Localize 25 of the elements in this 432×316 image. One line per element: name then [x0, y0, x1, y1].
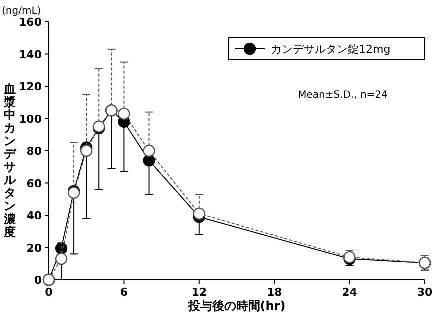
y-tick-label: 0: [34, 274, 42, 287]
x-tick-label: 0: [45, 286, 54, 299]
x-tick-label: 12: [192, 286, 208, 299]
x-tick-label: 18: [266, 286, 282, 299]
x-axis-title: 投与後の時間(hr): [187, 299, 286, 313]
y-tick-label: 160: [19, 16, 42, 29]
text: (ng/mL): [2, 6, 42, 17]
y-tick-label: 80: [26, 145, 42, 158]
point: [55, 252, 68, 266]
point: [193, 208, 206, 220]
y-tick-label: 40: [26, 210, 42, 222]
y-tick-label: 20: [26, 242, 42, 255]
y-tick-label: 100: [19, 112, 42, 126]
annotation: Mean±S.D., n=24: [298, 90, 388, 101]
point: [118, 108, 130, 120]
y-tick-label: 140: [19, 48, 42, 62]
y-tick-label: 120: [19, 80, 42, 94]
legend-label: カンデサルタン錠12mg: [271, 43, 391, 56]
point: [143, 144, 156, 158]
x-tick-label: 24: [342, 286, 358, 299]
text: 血漿中カンデサルタン濃度: [4, 82, 16, 239]
y-tick-label: 60: [26, 177, 42, 190]
x-tick-label: 6: [120, 286, 128, 299]
x-tick-label: 30: [417, 286, 432, 299]
point: [80, 144, 93, 158]
